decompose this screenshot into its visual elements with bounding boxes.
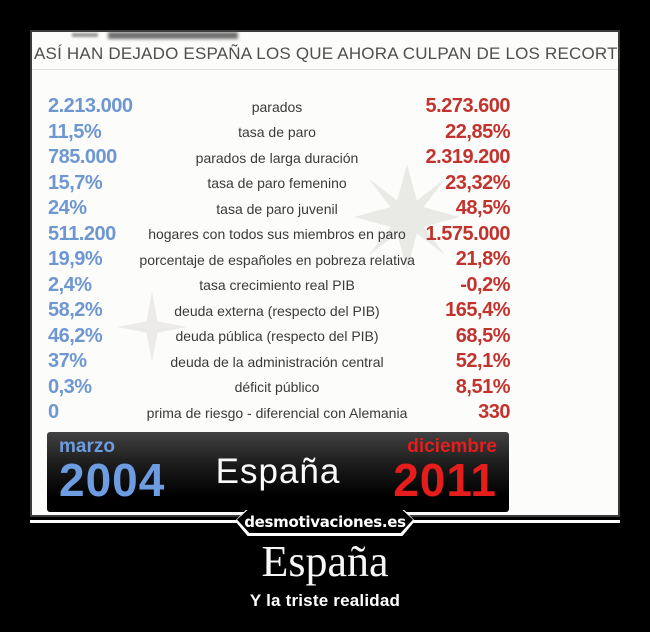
value-2011: -0,2% xyxy=(460,273,510,296)
table-row: 24% tasa de paro juvenil 48,5% xyxy=(48,196,511,222)
table-row: 11,5% tasa de paro 22,85% xyxy=(48,120,511,146)
star-watermark-icon xyxy=(354,164,460,270)
value-2004: 511.200 xyxy=(48,222,116,245)
table-row: 0 prima de riesgo - diferencial con Alem… xyxy=(48,400,510,426)
table-row: 58,2% deuda externa (respecto del PIB) 1… xyxy=(48,298,511,324)
value-2011: 68,5% xyxy=(455,324,511,347)
indicator-label: tasa crecimiento real PIB xyxy=(199,277,355,294)
table-row: 19,9% porcentaje de españoles en pobreza… xyxy=(48,247,511,273)
indicator-label: tasa de paro xyxy=(238,124,316,141)
value-2004: 37% xyxy=(48,350,87,373)
value-2004: 785.000 xyxy=(48,146,117,169)
value-2004: 0,3% xyxy=(48,375,92,398)
indicator-label: tasa de paro femenino xyxy=(207,175,347,192)
sparkle-watermark-icon xyxy=(117,292,187,362)
site-watermark-label: desmotivaciones.es xyxy=(244,512,406,531)
value-2004: 24% xyxy=(48,197,87,220)
indicator-label: hogares con todos sus miembros en paro xyxy=(148,226,406,243)
indicator-label: tasa de paro juvenil xyxy=(216,200,338,217)
value-2011: 48,5% xyxy=(455,197,511,220)
table-row: 15,7% tasa de paro femenino 23,32% xyxy=(48,171,511,197)
meme-image: ASÍ HAN DEJADO ESPAÑA LOS QUE AHORA CULP… xyxy=(30,30,620,517)
indicator-label: parados de larga duración xyxy=(195,149,359,166)
value-2011: 21,8% xyxy=(455,248,511,271)
banner-year-left: 2004 xyxy=(59,454,166,506)
value-2011: 165,4% xyxy=(445,299,510,322)
indicator-label: porcentaje de españoles en pobreza relat… xyxy=(139,251,415,268)
year-banner: marzo 2004 España diciembre 2011 xyxy=(47,432,509,512)
value-2004: 19,9% xyxy=(48,248,103,271)
value-2004: 0 xyxy=(48,401,59,424)
value-2011: 330 xyxy=(478,401,510,424)
caption-title: España xyxy=(261,537,389,586)
table-row: 2.213.000 parados 5.273.600 xyxy=(48,94,511,120)
indicator-label: prima de riesgo - diferencial con Aleman… xyxy=(146,404,408,421)
value-2004: 2,4% xyxy=(48,273,92,296)
table-row: 2,4% tasa crecimiento real PIB -0,2% xyxy=(48,273,511,299)
table-row: 0,3% déficit público 8,51% xyxy=(48,375,511,401)
value-2004: 15,7% xyxy=(48,171,103,194)
value-2011: 22,85% xyxy=(445,120,510,143)
banner-2004: marzo 2004 xyxy=(59,437,165,503)
value-2011: 23,32% xyxy=(445,171,510,194)
cropped-text-artifact xyxy=(108,32,238,39)
banner-month-right: diciembre xyxy=(407,436,497,457)
table-row: 46,2% deuda pública (respecto del PIB) 6… xyxy=(48,324,511,350)
banner-month-left: marzo xyxy=(59,436,115,457)
indicator-label: deuda externa (respecto del PIB) xyxy=(174,302,380,319)
value-2004: 11,5% xyxy=(48,120,102,143)
indicator-label: déficit público xyxy=(234,379,320,396)
value-2004: 58,2% xyxy=(48,299,103,322)
divider xyxy=(32,69,618,70)
value-2011: 2.319.200 xyxy=(425,146,511,169)
table-row: 511.200 hogares con todos sus miembros e… xyxy=(48,222,511,248)
cropped-text-artifact xyxy=(72,33,98,37)
banner-year-right: 2011 xyxy=(393,454,497,506)
value-2011: 8,51% xyxy=(455,375,511,398)
image-headline: ASÍ HAN DEJADO ESPAÑA LOS QUE AHORA CULP… xyxy=(34,44,620,63)
table-row: 37% deuda de la administración central 5… xyxy=(48,349,511,375)
indicator-label: deuda pública (respecto del PIB) xyxy=(175,328,379,345)
table-row: 785.000 parados de larga duración 2.319.… xyxy=(48,145,511,171)
indicator-label: deuda de la administración central xyxy=(170,353,384,370)
site-badge: desmotivaciones.es xyxy=(237,510,413,533)
value-2004: 2.213.000 xyxy=(48,95,133,118)
stats-table: 2.213.000 parados 5.273.600 11,5% tasa d… xyxy=(48,94,511,426)
value-2011: 5.273.600 xyxy=(425,95,511,118)
banner-2011: diciembre 2011 xyxy=(393,437,497,503)
value-2011: 1.575.000 xyxy=(425,222,511,245)
indicator-label: parados xyxy=(251,98,303,115)
value-2004: 46,2% xyxy=(48,324,103,347)
banner-country-label: España xyxy=(215,452,341,491)
value-2011: 52,1% xyxy=(455,350,511,373)
caption-subtitle: Y la triste realidad xyxy=(249,591,401,610)
